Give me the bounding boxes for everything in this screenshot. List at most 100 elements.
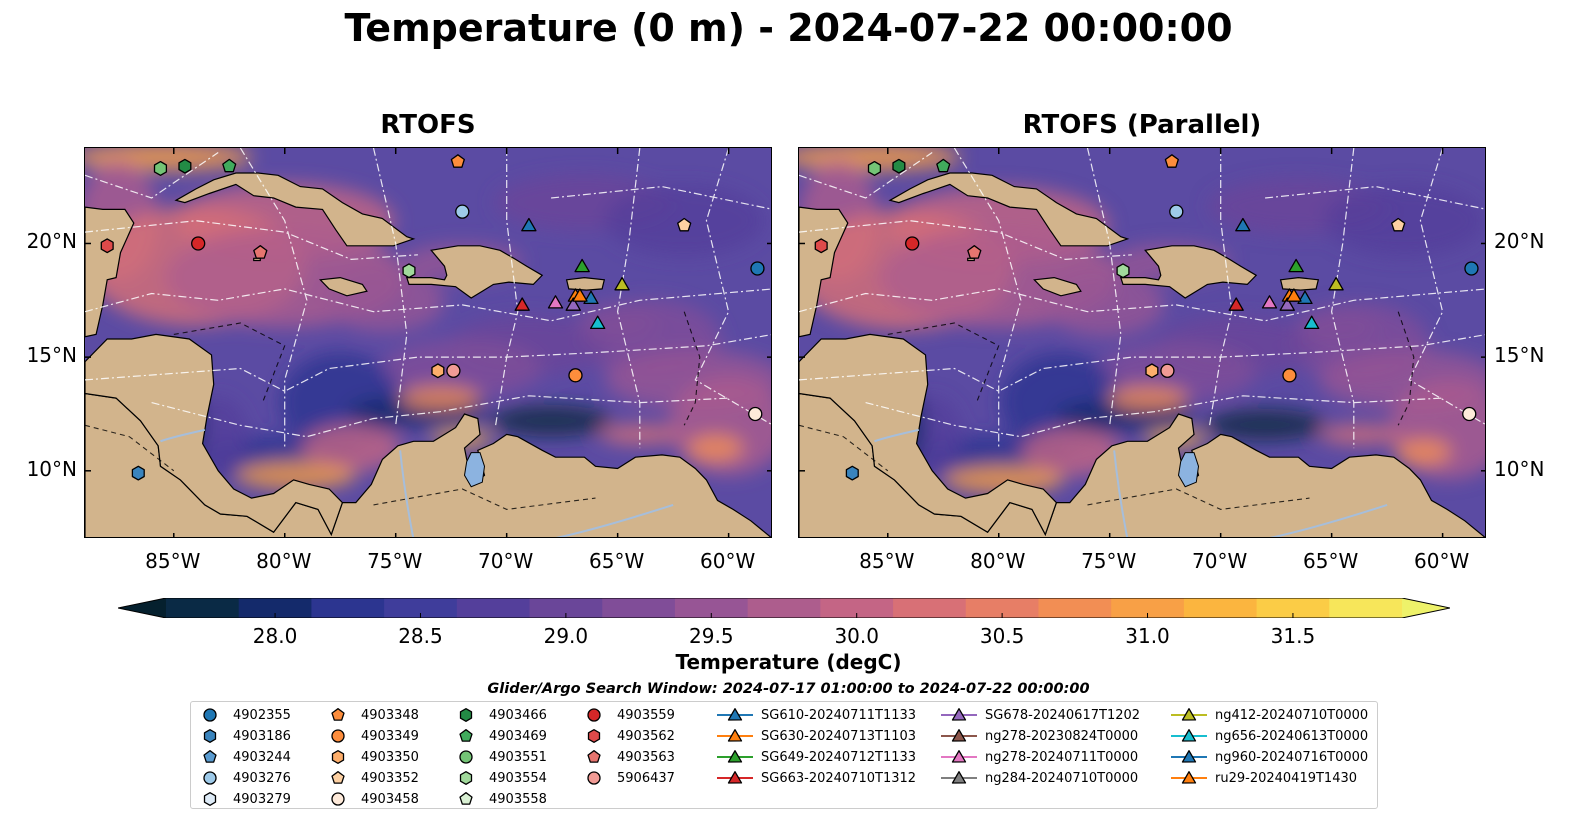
colorbar-segment (1329, 598, 1403, 618)
colorbar-label: Temperature (degC) (675, 650, 902, 674)
observation-marker (1464, 261, 1479, 276)
observation-marker (1160, 363, 1175, 378)
legend-entry: 4903554 (459, 768, 547, 788)
legend-marker (459, 792, 473, 805)
colorbar-tick-label: 30.5 (979, 624, 1025, 648)
figure-title: Temperature (0 m) - 2024-07-22 00:00:00 (344, 6, 1233, 50)
legend-marker (587, 708, 601, 722)
legend-label: 4903458 (361, 791, 419, 807)
legend-entry: 4903244 (203, 747, 291, 767)
search-window-text: Glider/Argo Search Window: 2024-07-17 01… (487, 681, 1090, 697)
observation-marker (1261, 295, 1278, 309)
map-rtofs[interactable] (84, 147, 772, 538)
legend-entry: ru29-20240419T1430 (1169, 768, 1357, 788)
lon-tick-label: 75°W (367, 549, 423, 573)
legend-label: SG649-20240712T1133 (761, 749, 917, 765)
legend-marker (727, 708, 743, 721)
observation-marker (1169, 204, 1184, 219)
legend-label: 4903558 (489, 791, 547, 807)
observation-marker (1145, 363, 1159, 379)
legend: 4902355 4903186 4903244 4903276 4903279 49033… (190, 701, 1378, 809)
observation-marker (153, 160, 168, 176)
lake-maracaibo (1177, 452, 1200, 488)
observation-marker (565, 297, 581, 311)
legend-label: ng960-20240716T0000 (1215, 749, 1369, 765)
legend-entry: 4903352 (331, 768, 419, 788)
observation-marker (905, 236, 920, 251)
land (799, 172, 1485, 537)
legend-entry: SG678-20240617T1202 (939, 705, 1140, 725)
colorbar-tick-label: 29.5 (689, 624, 734, 648)
legend-label: 5906437 (617, 770, 675, 786)
legend-marker (459, 771, 473, 785)
legend-label: 4903350 (361, 749, 419, 765)
lon-tick-label: 65°W (589, 549, 645, 573)
lon-tick-label: 80°W (256, 549, 312, 573)
legend-entry: 4903186 (203, 726, 291, 746)
lon-tick-label: 85°W (145, 549, 201, 573)
colorbar-segment (602, 598, 676, 618)
observation-marker (867, 160, 882, 176)
legend-entry: SG610-20240711T1133 (715, 705, 916, 725)
legend-marker (951, 729, 967, 742)
legend-label: 4903348 (361, 707, 419, 723)
observation-marker (845, 465, 859, 481)
legend-entry: ng278-20230824T0000 (939, 726, 1138, 746)
lake-maracaibo (463, 452, 486, 488)
observation-marker (178, 158, 192, 174)
legend-label: ng656-20240613T0000 (1215, 728, 1369, 744)
lat-tick-label-right: 10°N (1494, 456, 1545, 481)
legend-marker (951, 708, 967, 721)
lon-tick-label: 60°W (1413, 549, 1470, 573)
legend-label: 4903559 (617, 707, 675, 723)
rivers (874, 428, 1388, 537)
rivers (160, 428, 674, 537)
colorbar-segment (238, 598, 312, 618)
lat-tick-label-right: 20°N (1494, 229, 1545, 254)
legend-label: ng278-20240711T0000 (985, 749, 1139, 765)
colorbar-segment (1183, 598, 1258, 618)
colorbar-segment (166, 598, 240, 618)
observation-marker (1116, 263, 1130, 279)
observation-marker (222, 158, 237, 173)
observation-marker (967, 245, 982, 259)
legend-entry: SG663-20240710T1312 (715, 768, 916, 788)
panel-title-right: RTOFS (Parallel) (1022, 110, 1262, 140)
zone-boundaries (799, 148, 1485, 449)
colorbar-extend-high (1402, 598, 1450, 618)
legend-entry: 4903563 (587, 747, 675, 767)
legend-entry: 4903279 (203, 789, 291, 809)
observation-marker (446, 363, 461, 378)
zone-boundaries (85, 148, 771, 449)
lon-tick-label: 75°W (1081, 549, 1137, 573)
observation-marker (892, 158, 906, 174)
observation-marker (1328, 276, 1344, 291)
observation-marker (589, 315, 606, 330)
colorbar-segment (1256, 598, 1330, 618)
colorbar-segment (1038, 598, 1112, 618)
colorbar-segment (529, 598, 603, 618)
observation-marker (936, 158, 951, 173)
observation-marker (547, 295, 564, 309)
bathymetry-contours (799, 311, 1415, 510)
legend-marker (459, 750, 473, 764)
map-rtofs-parallel[interactable] (798, 147, 1486, 538)
legend-marker (1181, 708, 1197, 721)
observation-marker (1228, 297, 1244, 311)
lat-tick-label-left: 10°N (26, 456, 77, 481)
legend-label: SG610-20240711T1133 (761, 707, 917, 723)
legend-marker (331, 708, 345, 721)
observation-marker (748, 406, 763, 422)
legend-entry: 4902355 (203, 705, 291, 725)
observation-marker (1297, 290, 1313, 305)
observation-marker (191, 236, 206, 251)
legend-label: SG630-20240713T1103 (761, 728, 917, 744)
legend-label: ru29-20240419T1430 (1215, 770, 1358, 786)
legend-marker (203, 729, 217, 743)
land (85, 172, 771, 537)
legend-label: 4903469 (489, 728, 547, 744)
legend-marker (587, 729, 601, 743)
legend-entry: SG630-20240713T1103 (715, 726, 916, 746)
colorbar-segment (674, 598, 749, 618)
colorbar-segment (747, 598, 821, 618)
